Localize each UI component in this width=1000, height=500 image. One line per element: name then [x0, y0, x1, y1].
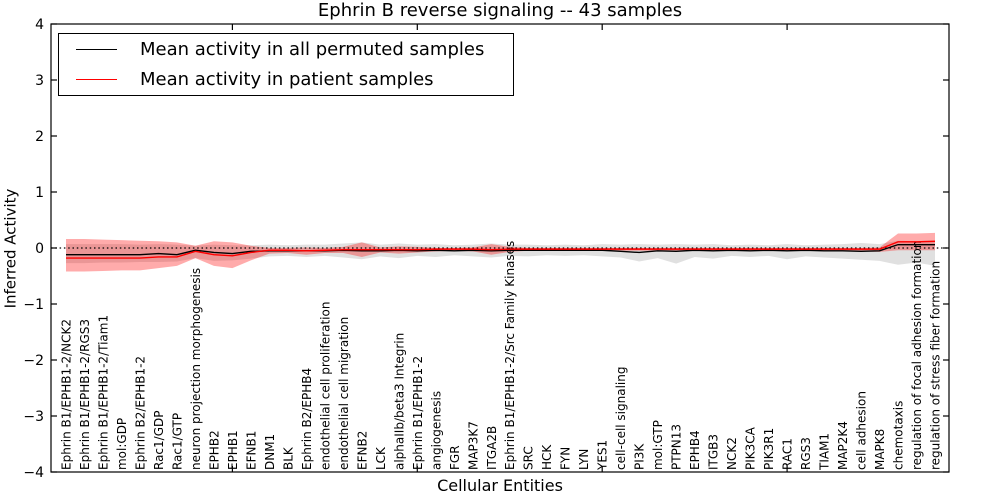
chart-title: Ephrin B reverse signaling -- 43 samples — [317, 0, 683, 21]
y-tick-label: −3 — [23, 409, 44, 425]
category-label: TIAM1 — [818, 433, 832, 471]
category-label: DNM1 — [263, 434, 277, 470]
y-axis-title: Inferred Activity — [1, 188, 20, 309]
permuted-mean-line — [66, 243, 935, 256]
category-label: NCK2 — [725, 437, 739, 470]
category-label: SRC — [522, 446, 536, 470]
category-label: endothelial cell migration — [337, 317, 351, 470]
category-label: Ephrin B1/EPHB1-2/RGS3 — [78, 319, 92, 470]
permuted-std-band — [66, 240, 935, 266]
legend-entry-permuted: Mean activity in all permuted samples — [59, 36, 513, 64]
category-label: angiogenesis — [429, 391, 443, 470]
category-label: EFNB2 — [355, 431, 369, 470]
category-label: EPHB2 — [207, 430, 221, 470]
category-label: mol:GTP — [651, 420, 665, 470]
category-label: PTPN13 — [670, 424, 684, 470]
category-label: MAPK8 — [873, 429, 887, 470]
category-label: Ephrin B1/EPHB1-2/NCK2 — [60, 319, 74, 470]
y-tick-label: 3 — [35, 73, 44, 89]
category-label: ITGA2B — [485, 426, 499, 470]
category-label: Ephrin B2/EPHB4 — [300, 368, 314, 470]
y-tick-label: −2 — [23, 353, 44, 369]
category-label: EFNB1 — [244, 431, 258, 470]
category-label: RGS3 — [799, 437, 813, 470]
patient-line-swatch — [76, 78, 117, 80]
category-label: Rac1/GTP — [170, 413, 184, 470]
category-label: FGR — [448, 445, 462, 470]
legend-label-permuted: Mean activity in all permuted samples — [140, 39, 485, 61]
category-label: alphaIIb/beta3 Integrin — [392, 333, 406, 470]
category-label: regulation of stress fiber formation — [929, 261, 943, 470]
category-label: cell adhesion — [855, 391, 869, 470]
legend: Mean activity in all permuted samples Me… — [58, 33, 514, 96]
permuted-line-swatch — [76, 49, 117, 51]
category-label: Rac1/GDP — [152, 411, 166, 470]
category-label: cell-cell signaling — [614, 367, 628, 471]
x-axis-title: Cellular Entities — [437, 476, 563, 495]
category-label: MAP3K7 — [466, 421, 480, 470]
category-label: HCK — [540, 444, 554, 470]
category-label: EPHB1 — [226, 430, 240, 470]
category-label: RAC1 — [781, 438, 795, 470]
legend-entry-patient: Mean activity in patient samples — [59, 65, 513, 93]
category-label: endothelial cell proliferation — [318, 302, 332, 470]
y-tick-label: −4 — [23, 465, 44, 481]
category-label: neuron projection morphogenesis — [189, 268, 203, 470]
category-label: Ephrin B2/EPHB1-2 — [133, 356, 147, 470]
category-label: FYN — [559, 447, 573, 470]
y-tick-label: 0 — [35, 241, 44, 257]
y-tick-label: 2 — [35, 129, 44, 145]
category-label: YES1 — [596, 440, 610, 471]
category-label: ITGB3 — [707, 434, 721, 470]
category-label: Ephrin B1/EPHB1-2/Tiam1 — [96, 315, 110, 470]
y-tick-label: −1 — [23, 297, 44, 313]
category-label: LYN — [577, 449, 591, 470]
category-label: PI3K — [633, 443, 647, 470]
category-label: PIK3R1 — [762, 428, 776, 470]
category-label: LCK — [374, 446, 388, 470]
category-label: regulation of focal adhesion formation — [910, 241, 924, 470]
category-label: EPHB4 — [688, 430, 702, 470]
category-label: mol:GDP — [115, 418, 129, 470]
category-label: BLK — [281, 446, 295, 470]
patient-mean-line — [66, 240, 936, 259]
legend-label-patient: Mean activity in patient samples — [140, 68, 434, 90]
y-tick-label: 1 — [35, 185, 44, 201]
category-label: PIK3CA — [744, 426, 758, 470]
y-tick-label: 4 — [35, 17, 44, 33]
category-label: chemotaxis — [892, 401, 906, 470]
category-label: MAP2K4 — [836, 421, 850, 470]
patient-std-band — [66, 232, 935, 272]
category-label: Ephrin B1/EPHB1-2 — [411, 356, 425, 470]
category-label: Ephrin B1/EPHB1-2/Src Family Kinases — [503, 241, 517, 470]
